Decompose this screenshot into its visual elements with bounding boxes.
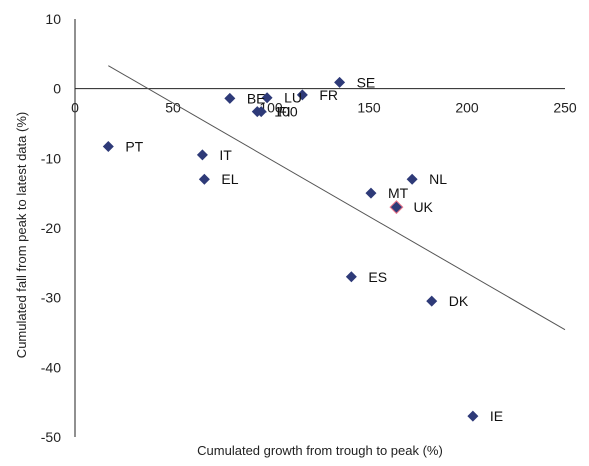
x-tick-label: 0: [71, 100, 79, 116]
point-label: DK: [449, 293, 469, 309]
y-tick-label: -20: [41, 220, 61, 236]
point-marker: [102, 140, 114, 152]
point-label: NL: [429, 171, 447, 187]
point-marker: [426, 295, 438, 307]
point-marker: [255, 106, 267, 118]
x-tick-label: 50: [165, 100, 181, 116]
point-marker: [224, 92, 236, 104]
point-label: IT: [219, 147, 232, 163]
x-tick-label: 150: [357, 100, 381, 116]
point-label: MT: [388, 185, 409, 201]
point-label: BE: [247, 90, 266, 106]
y-tick-label: 10: [45, 11, 61, 27]
x-axis-label: Cumulated growth from trough to peak (%): [197, 443, 443, 458]
y-axis-label: Cumulated fall from peak to latest data …: [14, 112, 29, 358]
y-tick-label: -30: [41, 290, 61, 306]
point-label: EL: [221, 171, 238, 187]
point-marker: [198, 173, 210, 185]
x-tick-label: 250: [553, 100, 577, 116]
trendline: [108, 65, 566, 331]
point-marker: [390, 201, 402, 213]
x-tick-label: 200: [455, 100, 479, 116]
point-marker: [365, 187, 377, 199]
point-label: 100: [274, 104, 298, 120]
point-label: ES: [368, 269, 387, 285]
point-marker: [334, 76, 346, 88]
point-marker: [296, 89, 308, 101]
point-label: FI: [278, 104, 290, 120]
point-label: FR: [319, 87, 338, 103]
trendline-group: [108, 65, 566, 331]
point-label: SE: [357, 74, 376, 90]
point-marker: [261, 92, 273, 104]
point-label: PT: [125, 138, 143, 154]
y-tick-label: -10: [41, 150, 61, 166]
y-tick-label: 0: [53, 81, 61, 97]
point-marker: [406, 173, 418, 185]
points-group: [102, 76, 479, 422]
y-tick-label: -50: [41, 429, 61, 445]
point-marker: [467, 410, 479, 422]
point-label: UK: [413, 199, 433, 215]
point-marker: [345, 271, 357, 283]
y-tick-label: -40: [41, 359, 61, 375]
point-label: LU: [284, 90, 302, 106]
point-marker: [196, 149, 208, 161]
point-label: IE: [490, 408, 503, 424]
